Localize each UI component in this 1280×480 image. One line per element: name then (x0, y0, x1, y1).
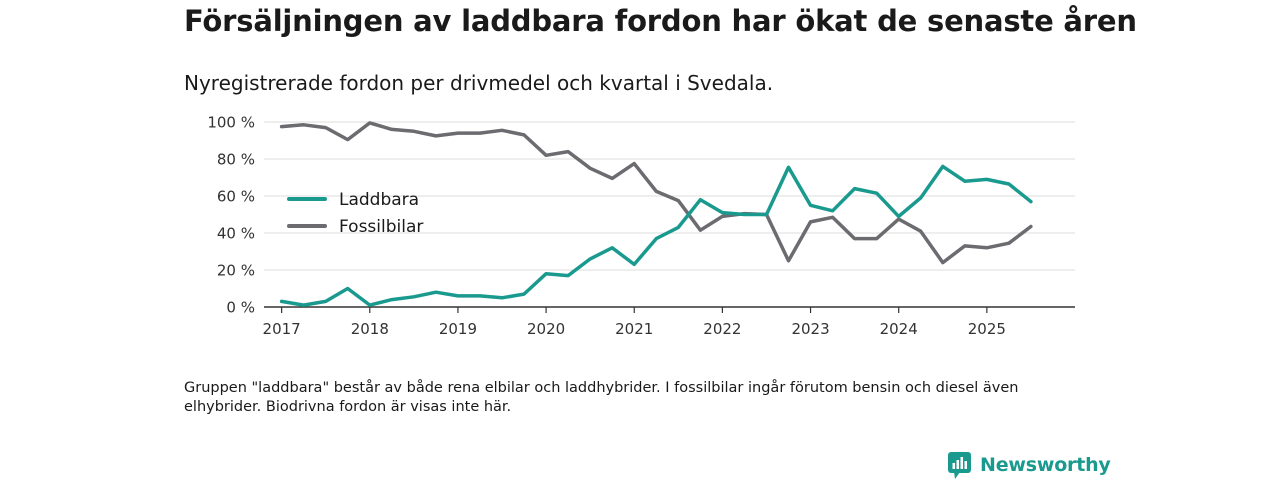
line-chart: 0 % 20 % 40 % 60 % 80 % 100 % 2017 2018 2019 202… (207, 114, 1075, 338)
brand-name: Newsworthy (980, 454, 1111, 476)
x-tick-label: 2020 (527, 320, 565, 338)
x-axis: 2017 2018 2019 2020 2021 2022 2023 2024 2025 (263, 306, 1075, 338)
x-tick-label: 2019 (439, 320, 477, 338)
y-tick-label: 60 % (217, 188, 255, 206)
x-tick-label: 2024 (880, 320, 918, 338)
legend-label-fossilbilar: Fossilbilar (339, 217, 423, 237)
y-tick-label: 100 % (207, 114, 255, 132)
x-tick-label: 2017 (263, 320, 301, 338)
x-tick-label: 2021 (615, 320, 653, 338)
newsworthy-icon (948, 452, 971, 479)
x-tick-label: 2025 (968, 320, 1006, 338)
legend-label-laddbara: Laddbara (339, 190, 419, 210)
y-tick-label: 40 % (217, 225, 255, 243)
series-line-fossilbilar (279, 121, 1033, 265)
chart-subtitle: Nyregistrerade fordon per drivmedel och … (184, 71, 774, 95)
y-axis-ticks: 0 % 20 % 40 % 60 % 80 % 100 % (207, 114, 255, 317)
series-line-laddbara (279, 164, 1033, 307)
newsworthy-logo[interactable]: Newsworthy (947, 450, 1111, 480)
series-lines (279, 121, 1033, 307)
x-tick-label: 2022 (703, 320, 741, 338)
legend: Laddbara Fossilbilar (287, 190, 423, 237)
x-tick-label: 2018 (351, 320, 389, 338)
y-tick-label: 0 % (226, 299, 255, 317)
x-tick-label: 2023 (791, 320, 829, 338)
y-tick-label: 20 % (217, 262, 255, 280)
chart-title: Försäljningen av laddbara fordon har öka… (184, 4, 1137, 38)
y-tick-label: 80 % (217, 151, 255, 169)
chart-footnote: Gruppen "laddbara" består av både rena e… (184, 380, 1019, 415)
